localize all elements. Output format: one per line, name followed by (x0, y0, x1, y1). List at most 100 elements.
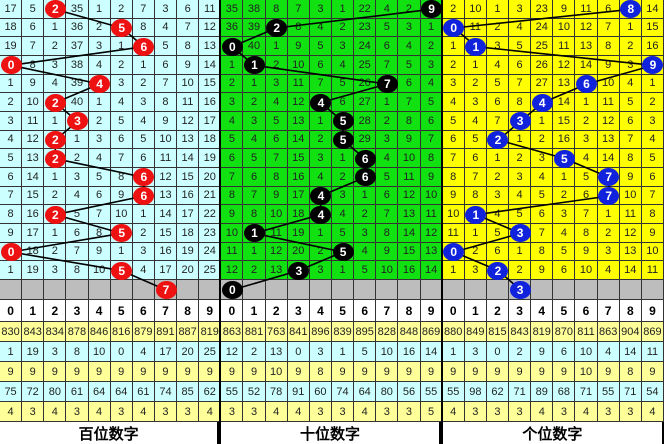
miss-count-cell: 1 (575, 93, 598, 112)
stat-cell: 3 (243, 402, 266, 422)
miss-count-cell: 4 (132, 261, 155, 280)
miss-count-cell: 9 (641, 224, 664, 243)
miss-count-cell: 11 (177, 93, 200, 112)
miss-count-cell: 5 (331, 74, 355, 94)
miss-count-cell: 2 (509, 149, 532, 168)
miss-count-cell: 19 (199, 149, 220, 168)
miss-count-cell: 40 (243, 37, 266, 56)
miss-count-cell: 5 (531, 186, 554, 206)
miss-count-cell: 1 (531, 112, 554, 131)
miss-count-cell: 11 (221, 242, 244, 262)
miss-count-cell: 7 (575, 205, 598, 224)
stat-cell: 4 (597, 342, 620, 362)
stat-cell: 55 (597, 382, 620, 402)
miss-count-cell: 3 (88, 37, 111, 56)
stat-cell: 10 (376, 342, 399, 362)
miss-count-cell: 1 (221, 56, 244, 75)
miss-count-cell: 7 (221, 168, 244, 187)
stat-cell: 52 (243, 382, 266, 402)
stat-cell: 3 (22, 402, 45, 422)
stat-cell: 61 (66, 382, 89, 402)
miss-count-cell: 12 (420, 224, 441, 243)
miss-count-cell: 7 (154, 74, 178, 94)
miss-count-cell: 1 (553, 168, 576, 187)
miss-count-cell: 3 (132, 242, 155, 262)
miss-count-cell: 4 (531, 168, 554, 187)
miss-count-cell: 7 (442, 149, 465, 168)
miss-count-cell: 12 (398, 186, 421, 206)
miss-count-cell: 4 (376, 149, 399, 168)
stat-cell: 20 (177, 342, 200, 362)
miss-count-cell: 2 (575, 112, 598, 131)
miss-count-cell: 1 (88, 0, 111, 19)
stat-cell: 763 (265, 322, 288, 342)
stat-cell: 56 (398, 382, 421, 402)
miss-count-cell: 15 (641, 18, 664, 38)
stat-cell: 878 (66, 322, 89, 342)
miss-count-cell: 7 (420, 130, 441, 150)
miss-count-cell: 7 (0, 186, 23, 206)
miss-count-cell: 5 (442, 112, 465, 131)
miss-count-cell: 2 (376, 112, 399, 131)
miss-count-cell: 7 (88, 205, 111, 224)
miss-count-cell: 3 (420, 56, 441, 75)
miss-count-cell: 16 (22, 205, 45, 224)
stat-cell: 9 (553, 362, 576, 382)
miss-count-cell: 11 (420, 205, 441, 224)
ball-4: 4 (531, 93, 553, 112)
stat-cell: 4 (575, 402, 598, 422)
ball-2: 2 (266, 19, 288, 37)
miss-count-cell: 8 (376, 224, 399, 243)
stat-cell: 25 (199, 342, 220, 362)
ball-2: 2 (487, 261, 509, 280)
miss-count-cell: 8 (265, 168, 288, 187)
stat-cell: 9 (597, 362, 620, 382)
miss-count-cell: 1 (309, 112, 332, 131)
miss-count-cell: 8 (221, 186, 244, 206)
stat-cell: 9 (0, 362, 23, 382)
miss-count-cell: 2 (331, 18, 355, 38)
stat-cell: 0 (486, 342, 510, 362)
digit-header: 3 (66, 300, 89, 322)
ball-4: 4 (310, 205, 332, 224)
stat-cell: 839 (331, 322, 355, 342)
stat-cell: 879 (132, 322, 155, 342)
miss-count-cell: 3 (309, 261, 332, 280)
current-row-cell (132, 280, 155, 300)
stat-cell: 828 (376, 322, 399, 342)
stat-cell: 10 (265, 362, 288, 382)
miss-count-cell: 5 (486, 224, 510, 243)
miss-count-cell: 35 (221, 0, 244, 19)
miss-count-cell: 5 (132, 130, 155, 150)
miss-count-cell: 1 (331, 0, 355, 19)
miss-count-cell: 8 (575, 224, 598, 243)
miss-count-cell: 8 (243, 205, 266, 224)
miss-count-cell: 4 (331, 205, 355, 224)
miss-count-cell: 14 (553, 93, 576, 112)
miss-count-cell: 5 (110, 112, 133, 131)
miss-count-cell: 3 (265, 74, 288, 94)
digit-header: 2 (486, 300, 510, 322)
current-row-cell (619, 280, 642, 300)
miss-count-cell: 9 (619, 168, 642, 187)
miss-count-cell: 6 (553, 261, 576, 280)
miss-count-cell: 19 (287, 224, 310, 243)
digit-header: 1 (243, 300, 266, 322)
miss-count-cell: 10 (442, 205, 465, 224)
digit-header: 9 (641, 300, 664, 322)
miss-count-cell: 1 (420, 18, 441, 38)
miss-count-cell: 2 (486, 18, 510, 38)
miss-count-cell: 17 (0, 0, 23, 19)
digit-header: 0 (0, 300, 23, 322)
miss-count-cell: 7 (177, 18, 200, 38)
miss-count-cell: 12 (287, 93, 310, 112)
miss-count-cell: 6 (22, 18, 45, 38)
miss-count-cell: 5 (464, 130, 487, 150)
stat-cell: 2 (243, 342, 266, 362)
miss-count-cell: 1 (110, 242, 133, 262)
stat-cell: 8 (619, 362, 642, 382)
miss-count-cell: 4 (420, 74, 441, 94)
miss-count-cell: 5 (641, 149, 664, 168)
miss-count-cell: 7 (531, 224, 554, 243)
stat-cell: 75 (0, 382, 23, 402)
